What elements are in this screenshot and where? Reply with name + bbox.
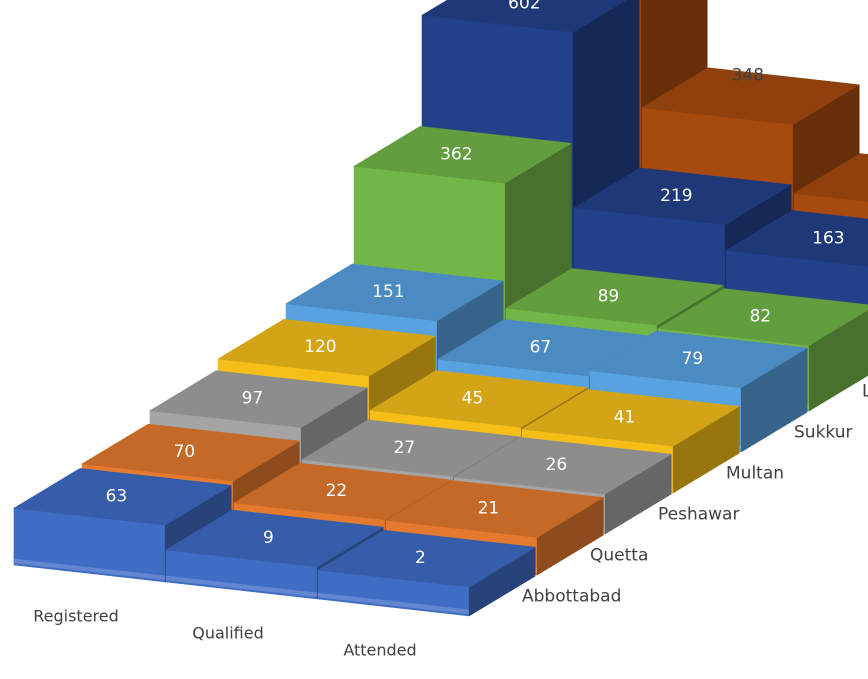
series-axis-labels: Abbottabad Quetta Peshawar Multan Sukkur Laho… — [522, 382, 868, 607]
bar-top-face — [285, 263, 504, 322]
data-label: 2 — [415, 548, 426, 568]
series-label: Sukkur — [794, 423, 853, 443]
data-label: 27 — [394, 438, 416, 458]
bar-top-face — [421, 0, 628, 33]
series-label: Lahore — [862, 382, 868, 402]
bar-top-face — [165, 509, 384, 568]
bar-top-face — [657, 288, 868, 346]
data-label: 22 — [326, 481, 348, 501]
series-label: Peshawar — [658, 505, 739, 525]
data-label: 67 — [530, 338, 552, 358]
bar-top-face — [793, 153, 868, 202]
bar-top-face — [505, 268, 724, 326]
category-label: Qualified — [192, 624, 264, 643]
data-label: 21 — [478, 499, 500, 519]
series-label: Multan — [726, 464, 784, 484]
data-label: 219 — [660, 186, 692, 206]
data-label: 362 — [440, 144, 472, 164]
bar-top-face — [217, 318, 436, 377]
category-label: Registered — [33, 607, 119, 626]
data-label: 151 — [372, 282, 404, 302]
data-label: 120 — [304, 337, 336, 357]
data-label: 41 — [614, 407, 636, 427]
bar-top-face — [81, 423, 300, 482]
category-axis-labels: Registered Qualified Attended — [33, 607, 416, 660]
data-label: 63 — [106, 486, 128, 506]
bar-top-face — [13, 468, 232, 526]
bar-top-face — [317, 529, 536, 588]
data-label: 9 — [263, 528, 274, 548]
category-label: Attended — [343, 641, 416, 660]
bar-top-face — [353, 126, 572, 184]
bar-top-face — [521, 389, 740, 447]
bar-top-face — [301, 419, 520, 477]
data-label: 97 — [242, 389, 264, 409]
bar-top-face — [573, 167, 792, 225]
data-label: 26 — [546, 455, 568, 475]
data-label: 70 — [174, 442, 196, 462]
data-label: 82 — [750, 307, 772, 327]
bar-top-face — [385, 480, 604, 538]
bar-top-face — [641, 67, 860, 125]
data-label: 602 — [508, 0, 540, 13]
data-label: 163 — [812, 229, 844, 249]
data-label: 45 — [462, 389, 484, 409]
series-label: Quetta — [590, 546, 648, 566]
series-label: Abbottabad — [522, 587, 621, 607]
data-label: 348 — [732, 66, 764, 86]
bar-top-face — [725, 210, 868, 267]
bar-top-face — [149, 370, 368, 428]
bars-layer: 8153481986022191633628982151677912045419… — [13, 0, 868, 617]
data-label: 79 — [682, 349, 704, 369]
bar-abbottabad-attended: 2 — [317, 529, 536, 617]
bar-top-face — [233, 462, 452, 521]
bar-top-face — [589, 330, 808, 389]
data-label: 89 — [598, 286, 620, 306]
bar-top-face — [369, 370, 588, 428]
bar-top-face — [453, 436, 672, 495]
